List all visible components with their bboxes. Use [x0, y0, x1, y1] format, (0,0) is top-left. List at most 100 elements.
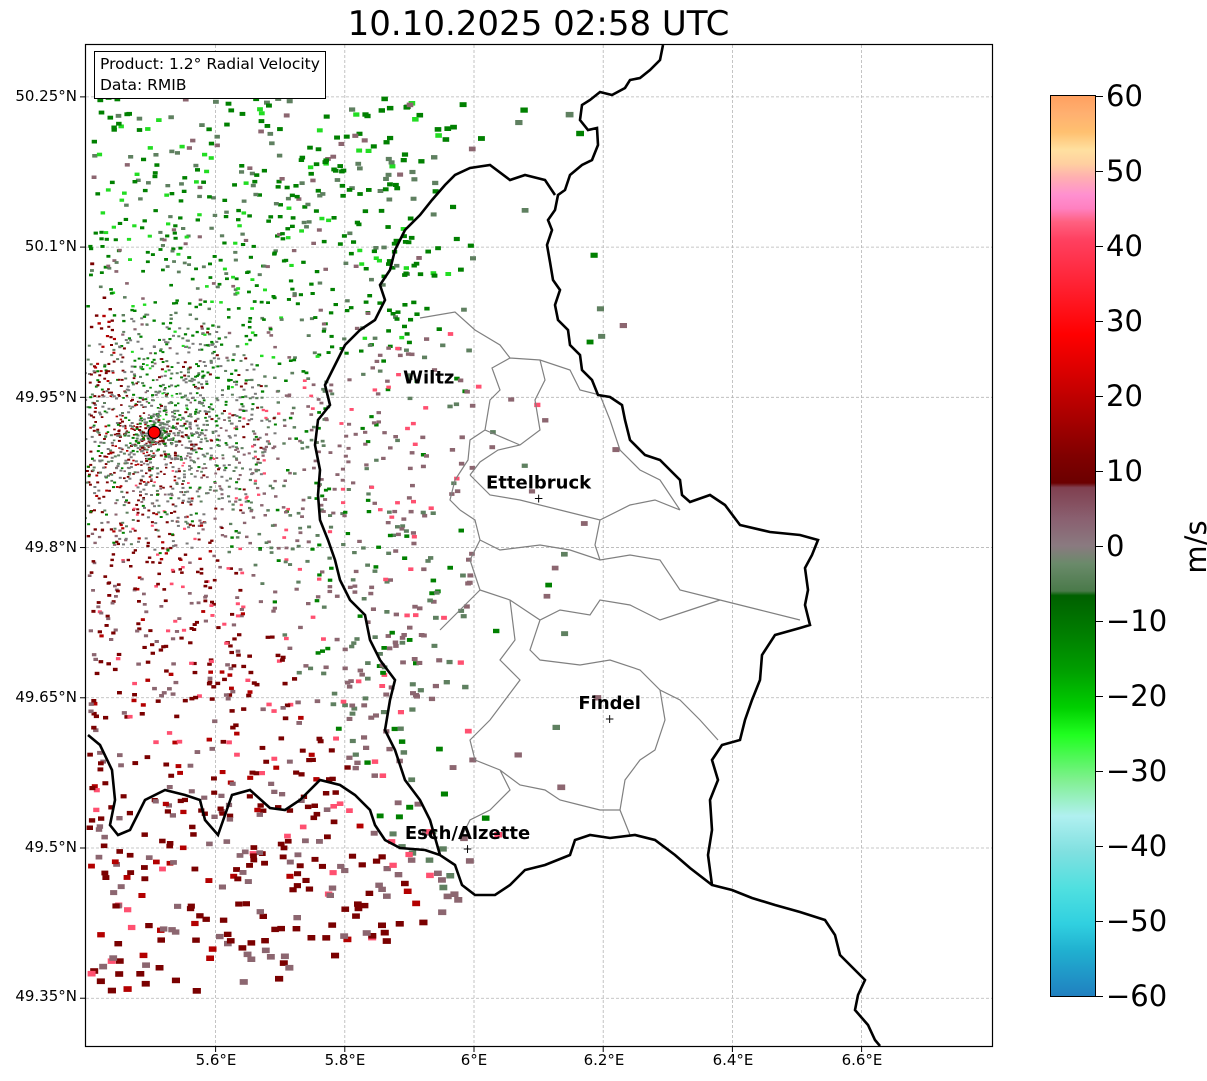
velocity-bin [127, 411, 131, 414]
velocity-bin [258, 436, 262, 439]
velocity-bin [149, 443, 153, 446]
velocity-bin [407, 376, 413, 380]
velocity-bin [289, 887, 297, 893]
velocity-bin [446, 659, 453, 665]
velocity-bin [387, 182, 393, 187]
velocity-bin [220, 534, 225, 537]
velocity-bin [276, 401, 280, 404]
velocity-bin [225, 479, 229, 482]
velocity-bin [186, 500, 190, 503]
velocity-bin [117, 753, 123, 758]
velocity-bin [361, 703, 368, 708]
velocity-bin [192, 670, 198, 675]
velocity-bin [135, 437, 139, 440]
velocity-bin [227, 485, 231, 488]
velocity-bin [295, 302, 300, 306]
velocity-bin [239, 359, 243, 362]
velocity-bin [422, 830, 430, 836]
velocity-bin [332, 790, 339, 795]
velocity-bin [124, 163, 130, 167]
velocity-bin [203, 584, 208, 588]
velocity-bin [181, 797, 188, 803]
velocity-bin [145, 434, 149, 437]
velocity-bin [136, 128, 143, 132]
velocity-bin [164, 387, 167, 389]
velocity-bin [287, 356, 292, 359]
velocity-bin [219, 427, 223, 429]
velocity-bin [277, 362, 282, 365]
velocity-bin [377, 652, 383, 656]
velocity-bin [346, 488, 351, 491]
velocity-bin [202, 322, 206, 325]
velocity-bin [118, 529, 122, 532]
velocity-bin [407, 216, 414, 221]
velocity-bin [305, 886, 314, 892]
velocity-bin [543, 593, 551, 599]
velocity-bin [230, 386, 234, 389]
velocity-bin [132, 761, 139, 766]
velocity-bin [264, 124, 271, 128]
velocity-bin [99, 271, 104, 274]
velocity-bin [89, 325, 94, 329]
velocity-bin [409, 682, 416, 687]
velocity-bin [201, 265, 206, 269]
velocity-bin [129, 456, 133, 459]
velocity-bin [129, 407, 133, 410]
velocity-bin [145, 660, 151, 664]
velocity-bin [362, 696, 369, 701]
velocity-bin [171, 977, 180, 984]
velocity-bin [239, 870, 247, 875]
velocity-bin [93, 788, 100, 793]
velocity-bin [128, 258, 132, 261]
velocity-bin [238, 461, 241, 464]
velocity-bin [253, 479, 258, 482]
velocity-bin [407, 396, 413, 401]
velocity-bin [150, 651, 155, 655]
velocity-bin [136, 511, 140, 514]
velocity-bin [237, 450, 240, 453]
velocity-bin [207, 676, 213, 680]
velocity-bin [410, 531, 416, 535]
velocity-bin [306, 220, 312, 224]
velocity-bin [113, 428, 116, 431]
velocity-bin [93, 492, 97, 495]
velocity-bin [159, 605, 164, 608]
velocity-bin [253, 455, 257, 458]
velocity-bin [132, 473, 135, 475]
velocity-bin [279, 318, 284, 321]
velocity-bin [368, 591, 374, 596]
velocity-bin [465, 858, 474, 864]
velocity-bin [97, 395, 101, 398]
velocity-bin [235, 425, 238, 428]
velocity-bin [187, 256, 192, 259]
velocity-bin [195, 408, 198, 411]
velocity-bin [155, 489, 159, 492]
velocity-bin [284, 833, 291, 839]
velocity-bin [383, 866, 391, 872]
velocity-bin [121, 560, 126, 563]
velocity-bin [88, 863, 95, 869]
velocity-bin [385, 521, 391, 525]
velocity-bin [165, 234, 170, 238]
velocity-bin [136, 662, 141, 666]
velocity-bin [105, 456, 109, 458]
velocity-bin [306, 334, 311, 337]
velocity-bin [239, 509, 243, 512]
velocity-bin [224, 400, 228, 403]
velocity-bin [329, 334, 334, 338]
velocity-bin [136, 381, 140, 383]
velocity-bin [131, 398, 134, 401]
velocity-bin [317, 543, 322, 547]
velocity-bin [372, 388, 378, 392]
velocity-bin [157, 441, 160, 444]
velocity-bin [440, 343, 446, 348]
velocity-bin [268, 781, 275, 786]
velocity-bin [96, 450, 100, 453]
place-label: Ettelbruck [486, 472, 592, 493]
velocity-bin [315, 188, 321, 193]
velocity-bin [200, 348, 204, 351]
velocity-bin [132, 588, 137, 592]
velocity-bin [330, 804, 337, 809]
velocity-bin [123, 875, 131, 880]
velocity-bin [211, 457, 214, 460]
